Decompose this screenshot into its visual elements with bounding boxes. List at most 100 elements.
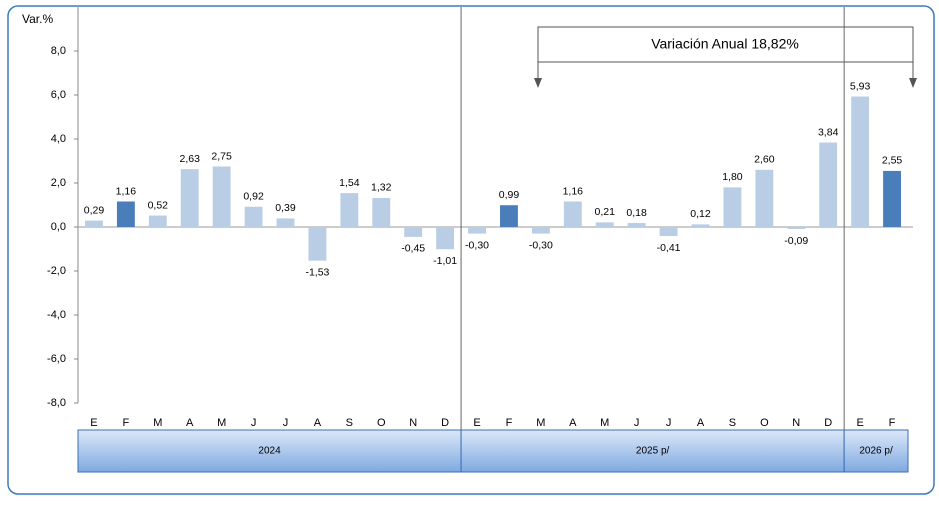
y-tick-label: 4,0 [51, 133, 66, 145]
y-tick-label: 8,0 [51, 45, 66, 57]
year-label: 2026 p/ [859, 446, 893, 457]
bar [819, 142, 838, 227]
bar [531, 227, 550, 234]
y-tick-label: -8,0 [47, 397, 66, 409]
x-tick-label: J [666, 417, 672, 429]
value-label: 0,21 [595, 206, 616, 218]
value-label: -0,30 [529, 239, 553, 251]
bar [691, 224, 710, 227]
y-tick-label: 6,0 [51, 89, 66, 101]
bar [787, 227, 806, 229]
year-label: 2025 p/ [636, 446, 670, 457]
bar [212, 166, 231, 227]
x-tick-label: A [569, 417, 577, 429]
annotation: Variación Anual 18,82% [651, 36, 799, 52]
x-tick-label: D [441, 417, 449, 429]
bar [180, 169, 199, 227]
x-tick-label: J [634, 417, 640, 429]
value-label: 5,93 [850, 80, 871, 92]
value-label: 2,55 [882, 155, 903, 167]
x-tick-label: M [153, 417, 162, 429]
y-tick-label: -4,0 [47, 309, 66, 321]
value-label: 3,84 [818, 126, 839, 138]
annotation-arrowhead [909, 78, 917, 88]
x-tick-label: E [473, 417, 480, 429]
x-tick-label: F [506, 417, 513, 429]
bar [659, 227, 678, 237]
x-tick-label: N [409, 417, 417, 429]
bar [308, 227, 327, 261]
x-tick-label: M [600, 417, 609, 429]
bar [244, 206, 263, 227]
x-tick-label: D [824, 417, 832, 429]
x-tick-label: E [856, 417, 863, 429]
x-tick-label: N [792, 417, 800, 429]
x-tick-label: A [314, 417, 322, 429]
bar [372, 197, 391, 227]
value-label: 1,16 [563, 185, 584, 197]
bar [468, 227, 486, 234]
x-tick-label: S [346, 417, 353, 429]
annotation-arrowhead [534, 78, 542, 88]
x-tick-label: J [283, 417, 289, 429]
annotation-box [537, 26, 914, 63]
value-label: 1,16 [116, 185, 137, 197]
value-label: 0,52 [148, 199, 169, 211]
x-tick-label: A [697, 417, 705, 429]
value-label: 0,92 [243, 191, 264, 203]
bar [883, 170, 901, 227]
value-label: 0,12 [690, 208, 711, 220]
x-tick-label: S [729, 417, 736, 429]
x-tick-label: E [90, 417, 97, 429]
y-axis-title: Var.% [22, 12, 53, 26]
value-label: -0,41 [657, 242, 681, 254]
y-tick-label: 2,0 [51, 177, 66, 189]
value-label: 2,75 [211, 150, 232, 162]
bar [595, 222, 614, 227]
x-tick-label: J [251, 417, 257, 429]
y-tick-label: 0,0 [51, 221, 66, 233]
bar [723, 187, 742, 227]
y-tick-label: -6,0 [47, 353, 66, 365]
year-label: 2024 [258, 446, 281, 457]
value-label: 2,60 [754, 154, 775, 166]
value-label: -1,01 [433, 255, 457, 267]
value-label: -1,53 [305, 266, 329, 278]
x-tick-label: F [889, 417, 896, 429]
x-tick-label: F [123, 417, 130, 429]
x-tick-label: M [536, 417, 545, 429]
bar [148, 215, 167, 227]
bar [340, 193, 359, 227]
year-box [77, 429, 462, 473]
value-label: 0,39 [275, 202, 296, 214]
x-tick-label: M [217, 417, 226, 429]
bar [627, 223, 646, 227]
bar [851, 96, 870, 227]
x-tick-label: O [377, 417, 386, 429]
bar [116, 201, 135, 227]
x-tick-label: A [186, 417, 194, 429]
value-label: 0,29 [84, 204, 105, 216]
value-label: -0,09 [784, 235, 808, 247]
x-tick-label: O [760, 417, 769, 429]
value-label: 1,54 [339, 177, 360, 189]
year-box [460, 429, 845, 473]
value-label: -0,45 [401, 243, 425, 255]
bar [563, 201, 582, 227]
bar [276, 218, 295, 227]
value-label: 2,63 [180, 153, 201, 165]
value-label: 0,99 [499, 189, 520, 201]
bar [404, 227, 423, 237]
frame [7, 5, 935, 495]
bar [755, 169, 774, 227]
bar [500, 205, 518, 227]
value-label: 1,80 [722, 171, 743, 183]
y-tick-label: -2,0 [47, 265, 66, 277]
value-label: 0,18 [626, 207, 647, 219]
value-label: -0,30 [465, 239, 489, 251]
value-label: 1,32 [371, 182, 392, 194]
year-box [843, 429, 909, 473]
bar [436, 227, 455, 250]
bar [85, 220, 103, 227]
